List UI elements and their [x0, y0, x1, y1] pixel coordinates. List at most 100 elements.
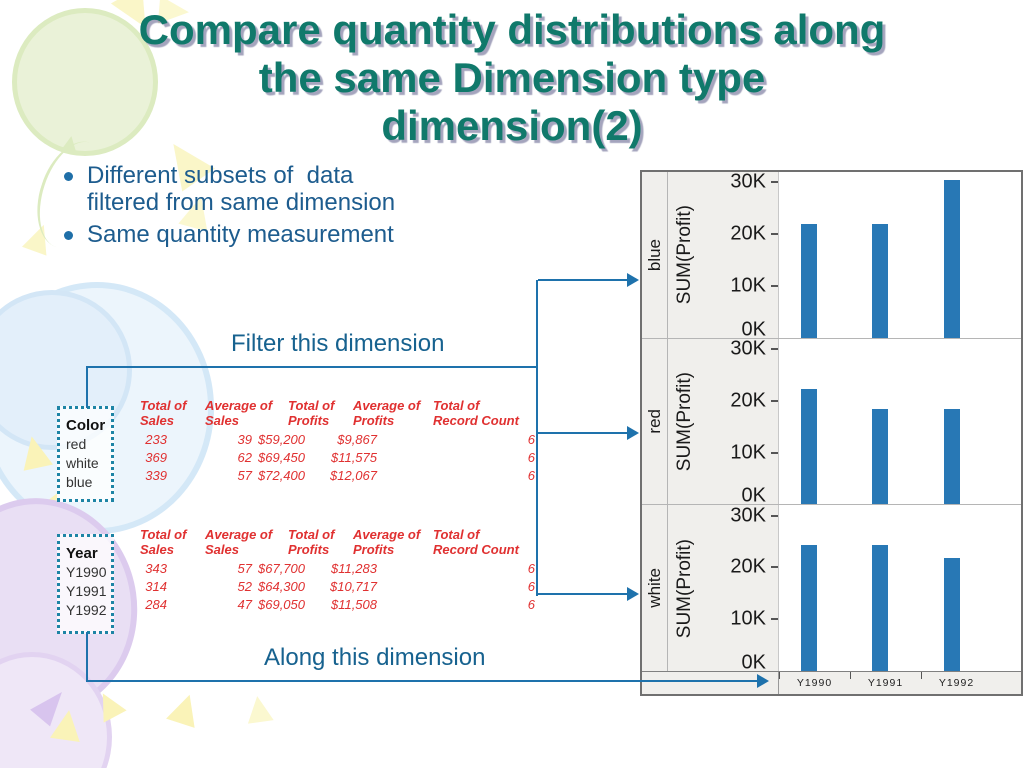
table-cell: $64,300 [258, 579, 305, 594]
table-cell: $10,717 [330, 579, 377, 594]
y-axis: SUM(Profit) 30K 20K 10K 0K [668, 171, 778, 341]
header-line: Sales [205, 542, 239, 557]
table-cell: 314 [145, 579, 167, 594]
header-line: Average of [205, 527, 273, 542]
confetti-icon [166, 690, 204, 728]
bar-blue-Y1990 [801, 223, 817, 338]
table-cell: 6 [527, 579, 535, 594]
facet-row-label: red [642, 338, 668, 505]
arrow-head-icon [757, 674, 769, 688]
y-tick-mark [771, 348, 778, 351]
dimension-member-label: white [66, 455, 99, 471]
table-header-cell: Total of Record Count [433, 527, 538, 557]
page-title: Compare quantity distributions along the… [30, 6, 994, 150]
year-pivot-table: Total of Sales Average of Sales Total of Prof… [140, 527, 538, 614]
table-cell: 6 [527, 432, 535, 447]
pivot-table-header: Total of Sales Average of Sales Total of Prof… [140, 527, 538, 560]
table-header-cell: Average of Sales [205, 398, 288, 428]
y-axis-title-text: SUM(Profit) [674, 371, 695, 472]
table-header-cell: Total of Record Count [433, 398, 538, 428]
dimension-box-title: Year [66, 545, 98, 562]
arrow-line [86, 680, 758, 682]
dimension-members: Y1990 Y1991 Y1992 [66, 563, 111, 620]
along-dimension-label: Along this dimension [264, 644, 486, 671]
y-tick-mark [771, 451, 778, 454]
table-cell: $11,283 [330, 561, 377, 576]
bar-red-Y1991 [872, 408, 888, 505]
color-pivot-table: Total of Sales Average of Sales Total of Prof… [140, 398, 538, 485]
table-cell: $11,508 [330, 597, 377, 612]
arrow-head-icon [627, 587, 639, 601]
bar-white-Y1990 [801, 545, 817, 672]
table-cell: $69,450 [258, 450, 305, 465]
y-tick-label: 10K [730, 274, 766, 297]
header-line: Total of [288, 527, 335, 542]
faceted-bar-chart: blue SUM(Profit) 30K 20K 10K 0K red SUM(Profit)… [640, 170, 1023, 696]
dimension-member-label: Y1990 [66, 564, 107, 580]
balloon-icon [12, 8, 158, 156]
confetti-icon [50, 708, 84, 742]
header-line: Profits [288, 542, 330, 557]
header-line: Average of [205, 398, 273, 413]
bullet-item: Different subsets of data filtered from s… [58, 162, 498, 216]
y-axis-title: SUM(Profit) [670, 172, 700, 338]
table-cell: 6 [527, 450, 535, 465]
y-tick-mark [771, 514, 778, 517]
table-cell: $11,575 [330, 450, 377, 465]
facet-row-label: white [642, 505, 668, 672]
table-cell: 57 [237, 468, 252, 483]
table-header-cell: Average of Profits [353, 398, 433, 428]
dimension-member-label: Y1992 [66, 602, 107, 618]
facet-row-label-text: white [644, 568, 664, 609]
dimension-box-title: Color [66, 417, 106, 434]
pivot-table-body: 233 39 $59,200 $9,867 6 369 62 $69,450 $11,575 6 3… [140, 431, 538, 485]
connector-line [536, 280, 538, 596]
table-header-cell: Total of Sales [140, 398, 205, 428]
dimension-member-label: red [66, 436, 87, 452]
table-cell: 57 [237, 561, 252, 576]
y-tick-label: 0K [741, 318, 766, 341]
header-line: Sales [140, 542, 174, 557]
plot-area [778, 505, 1021, 672]
chart-panels: blue SUM(Profit) 30K 20K 10K 0K red SUM(Profit)… [642, 171, 1021, 673]
y-tick-label: 0K [741, 484, 766, 507]
facet-row-label: blue [642, 172, 668, 338]
header-line: Average of [353, 398, 421, 413]
header-line: Total of [433, 398, 480, 413]
y-tick-label: 30K [730, 504, 766, 527]
table-header-cell: Total of Profits [288, 527, 353, 557]
arrow-line [538, 432, 628, 434]
y-axis-title-text: SUM(Profit) [674, 205, 695, 305]
table-header-cell: Total of Profits [288, 398, 353, 428]
bullet-text: Same quantity measurement [87, 221, 394, 248]
table-cell: $59,200 [258, 432, 305, 447]
table-header-cell: Average of Profits [353, 527, 433, 557]
confetti-icon [244, 694, 274, 724]
y-tick-label: 20K [730, 389, 766, 412]
y-tick-mark [771, 566, 778, 569]
bullet-icon [64, 172, 73, 181]
bullet-line: filtered from same dimension [87, 189, 396, 216]
arrow-line [538, 279, 628, 281]
table-cell: 6 [527, 468, 535, 483]
chart-x-axis: Y1990 Y1991 Y1992 [642, 671, 1021, 694]
table-cell: 52 [237, 579, 252, 594]
arrow-line [538, 593, 628, 595]
header-line: Record Count [433, 413, 519, 428]
y-tick-mark [771, 284, 778, 287]
table-cell: 6 [527, 597, 535, 612]
facet-row-label-text: blue [644, 238, 664, 271]
filter-dimension-label: Filter this dimension [231, 330, 445, 357]
header-line: Total of [140, 398, 187, 413]
y-tick-label: 10K [730, 441, 766, 464]
title-line: the same Dimension type [258, 54, 766, 101]
y-tick-label: 20K [730, 222, 766, 245]
header-line: Profits [353, 542, 395, 557]
table-header-cell: Total of Sales [140, 527, 205, 557]
header-line: Profits [288, 413, 330, 428]
bullet-text: Different subsets of data filtered from s… [87, 162, 395, 216]
table-cell: 62 [237, 450, 252, 465]
header-line: Sales [140, 413, 174, 428]
table-cell: 39 [237, 432, 252, 447]
